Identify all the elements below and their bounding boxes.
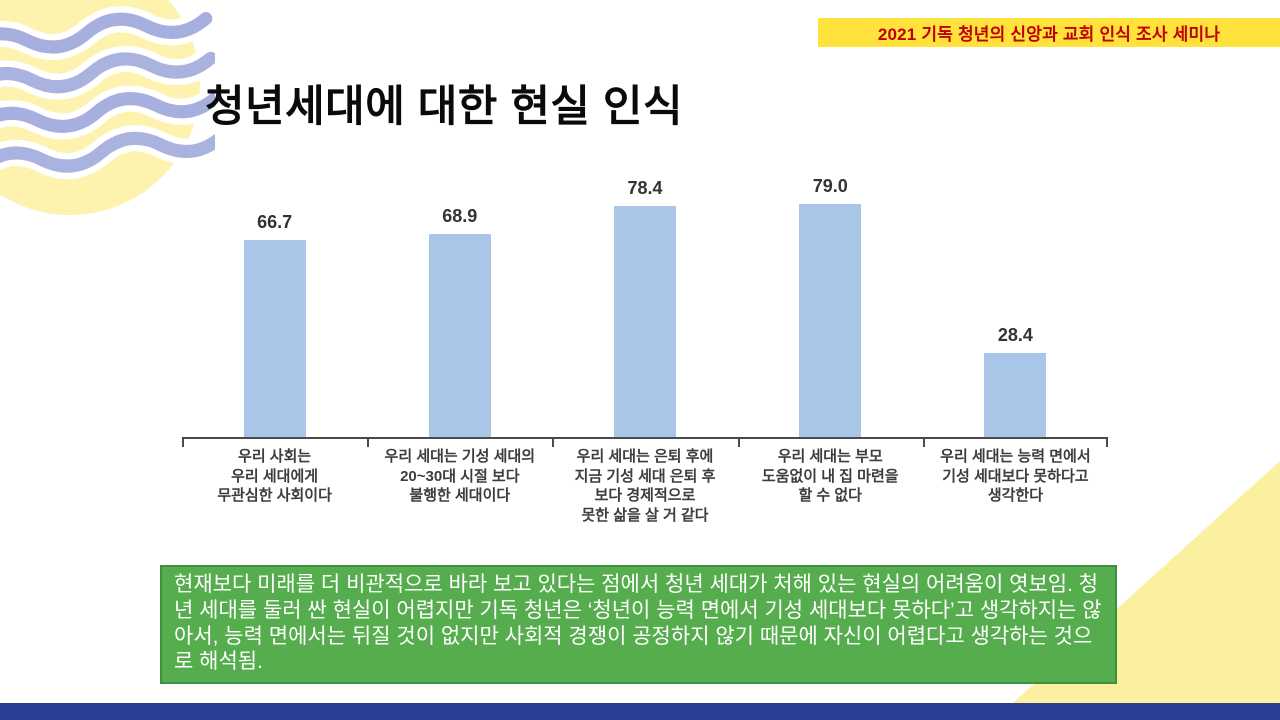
chart-plot-area: 79.0 [738, 142, 923, 437]
category-label: 우리 세대는 능력 면에서 기성 세대보다 못하다고 생각한다 [922, 437, 1109, 506]
category-label: 우리 세대는 부모 도움없이 내 집 마련을 할 수 없다 [737, 437, 923, 506]
bar-value-label: 66.7 [257, 212, 293, 233]
chart-category-group: 28.4 우리 세대는 능력 면에서 기성 세대보다 못하다고 생각한다 [922, 142, 1109, 525]
category-label: 우리 세대는 은퇴 후에 지금 기성 세대 은퇴 후 보다 경제적으로 못한 삶… [552, 437, 738, 525]
category-label: 우리 세대는 기성 세대의 20~30대 시절 보다 불행한 세대이다 [367, 437, 553, 506]
bar-chart: 66.7 우리 사회는 우리 세대에게 무관심한 사회이다 68.9 우리 세대는 기… [182, 142, 1109, 525]
interpretation-note: 현재보다 미래를 더 비관적으로 바라 보고 있다는 점에서 청년 세대가 처해… [160, 565, 1117, 685]
bar-value-label: 28.4 [997, 325, 1033, 346]
chart-category-group: 66.7 우리 사회는 우리 세대에게 무관심한 사회이다 [182, 142, 368, 525]
seminar-banner: 2021 기독 청년의 신앙과 교회 인식 조사 세미나 [818, 18, 1280, 47]
chart-category-group: 68.9 우리 세대는 기성 세대의 20~30대 시절 보다 불행한 세대이다 [367, 142, 553, 525]
chart-plot-area: 78.4 [552, 142, 737, 437]
category-label: 우리 사회는 우리 세대에게 무관심한 사회이다 [182, 437, 368, 506]
bar [614, 205, 676, 437]
chart-category-group: 79.0 우리 세대는 부모 도움없이 내 집 마련을 할 수 없다 [737, 142, 923, 525]
chart-plot-area: 68.9 [367, 142, 552, 437]
bar-value-label: 68.9 [442, 205, 478, 226]
bar [984, 353, 1047, 437]
bar [799, 203, 862, 437]
chart-plot-area: 28.4 [923, 142, 1108, 437]
footer-bar [0, 703, 1280, 720]
page-title: 청년세대에 대한 현실 인식 [205, 83, 684, 131]
bar [243, 240, 306, 437]
chart-category-group: 78.4 우리 세대는 은퇴 후에 지금 기성 세대 은퇴 후 보다 경제적으로 … [552, 142, 738, 525]
bar [428, 233, 491, 437]
chart-plot-area: 66.7 [182, 142, 367, 437]
bar-value-label: 78.4 [627, 177, 663, 198]
bar-value-label: 79.0 [812, 175, 848, 196]
wave-decoration [0, 0, 215, 215]
